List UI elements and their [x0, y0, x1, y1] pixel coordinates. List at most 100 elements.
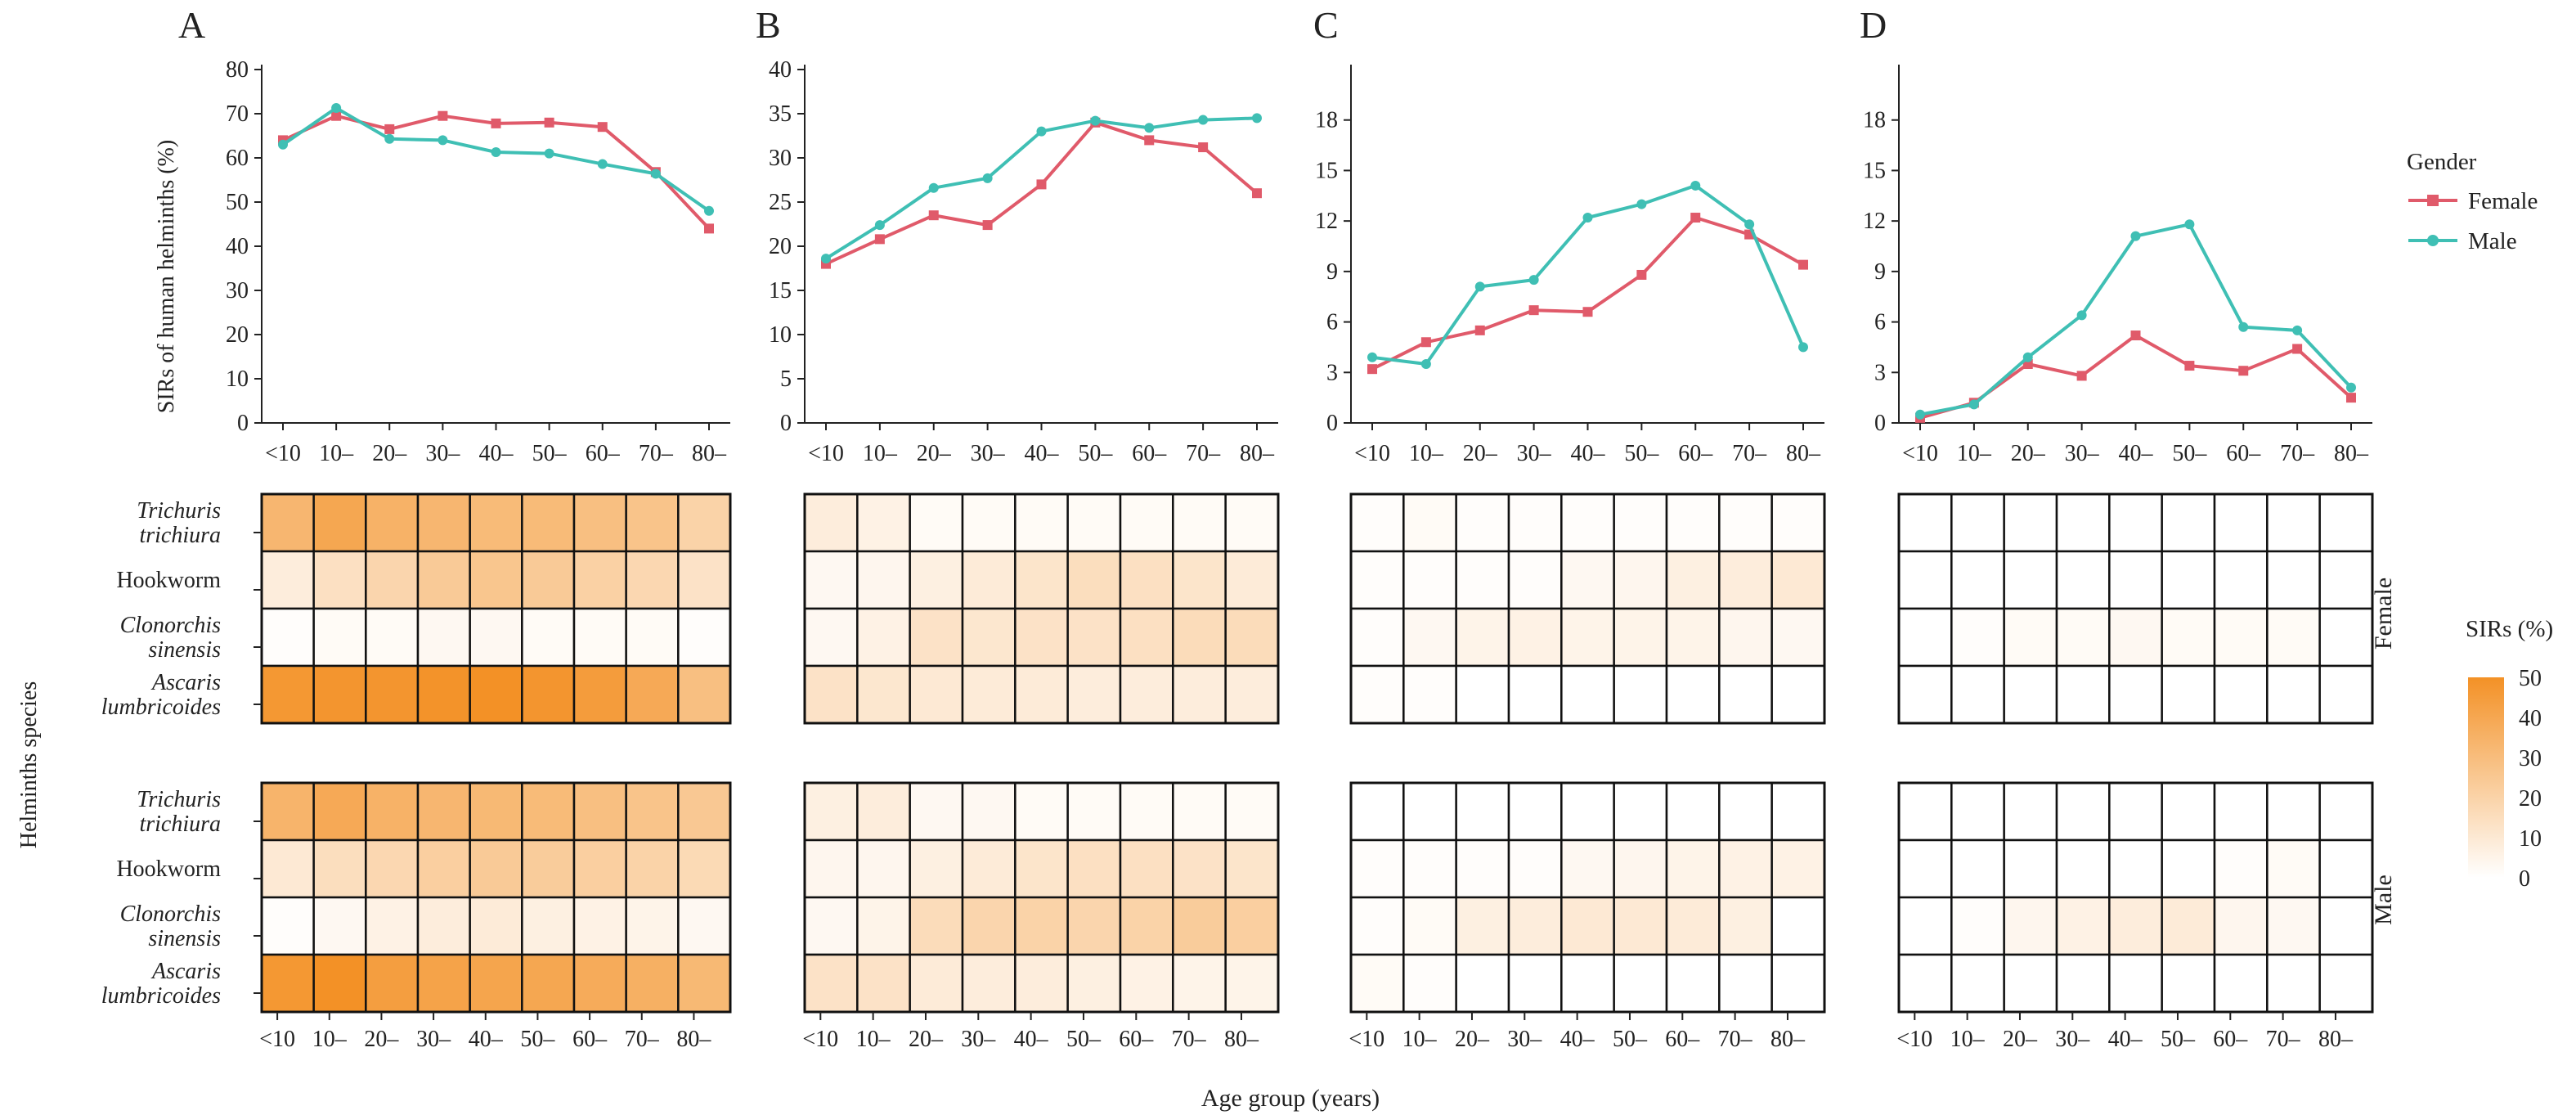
heat-cell-male-c	[1770, 953, 1826, 1014]
y-tick-label-b: 35	[769, 101, 792, 127]
heat-x-tick-label-c: 70–	[1718, 1027, 1753, 1052]
point-female-b	[1036, 179, 1047, 190]
point-female-c	[1582, 307, 1593, 317]
point-female-a	[544, 117, 554, 128]
y-tick-label-c: 15	[1315, 158, 1338, 183]
heat-x-tick-label-a: 40–	[469, 1027, 504, 1052]
species-label-female: sinensis	[148, 637, 221, 663]
heat-cell-female-b	[1224, 550, 1280, 610]
heat-cell-male-a	[365, 781, 420, 842]
heat-cell-female-b	[856, 607, 911, 668]
point-male-d	[2292, 325, 2303, 335]
heat-cell-female-c	[1665, 607, 1721, 668]
heat-x-tick-label-c: 40–	[1560, 1027, 1595, 1052]
heat-cell-female-b	[1172, 492, 1227, 553]
y-tick-label-d: 0	[1874, 411, 1886, 436]
heat-cell-male-c	[1560, 838, 1615, 899]
heat-cell-female-b	[1224, 664, 1280, 725]
x-tick-label-a: 60–	[586, 441, 621, 466]
heat-cell-female-b	[909, 664, 964, 725]
heat-cell-male-b	[1066, 896, 1122, 956]
heat-cell-female-b	[856, 664, 911, 725]
heat-cell-female-d	[2213, 664, 2269, 725]
species-label-male: Ascaris	[150, 959, 221, 984]
y-tick-label-d: 18	[1863, 108, 1886, 133]
x-tick-label-a: 40–	[479, 441, 514, 466]
heat-cell-female-b	[1224, 607, 1280, 668]
heat-cell-female-a	[416, 664, 471, 725]
heat-cell-male-b	[909, 953, 964, 1014]
heat-cell-male-d	[2266, 953, 2321, 1014]
y-tick-label-a: 40	[226, 234, 249, 259]
heat-cell-female-c	[1349, 550, 1405, 610]
heat-cell-male-d	[1897, 896, 1953, 956]
heat-cell-female-a	[572, 607, 627, 668]
heat-cell-male-a	[469, 896, 523, 956]
heat-cell-female-c	[1349, 492, 1405, 553]
heat-cell-male-a	[260, 781, 315, 842]
heat-cell-male-d	[2213, 838, 2269, 899]
heat-cell-female-a	[572, 550, 627, 610]
heat-cell-female-a	[312, 607, 367, 668]
heat-cell-male-c	[1455, 896, 1510, 956]
point-female-b	[874, 234, 885, 245]
heat-cell-female-c	[1402, 607, 1457, 668]
point-male-a	[331, 102, 342, 113]
figure-text: A B C D SIRs of human helminths (%) Helm…	[16, 4, 2553, 1112]
point-male-c	[1636, 199, 1647, 209]
heat-cell-female-a	[521, 550, 576, 610]
heat-frame-female-d	[1897, 492, 2374, 725]
heat-cell-male-a	[416, 953, 471, 1014]
heat-cell-female-a	[365, 492, 420, 553]
heat-cell-female-c	[1718, 550, 1773, 610]
heat-cell-female-c	[1455, 550, 1510, 610]
heat-cell-male-d	[2003, 781, 2058, 842]
heat-cell-female-d	[2266, 550, 2321, 610]
heat-cell-female-d	[2003, 664, 2058, 725]
x-tick-label-b: 60–	[1132, 441, 1167, 466]
heat-cell-female-a	[469, 664, 523, 725]
heat-cell-male-a	[312, 953, 367, 1014]
point-female-d	[2292, 344, 2303, 354]
heat-cell-male-c	[1613, 953, 1668, 1014]
heat-legend-tick-label: 50	[2519, 666, 2542, 691]
heat-cell-male-d	[1950, 953, 2005, 1014]
heat-cell-male-d	[2318, 781, 2374, 842]
x-tick-label-b: 30–	[971, 441, 1006, 466]
heat-cell-male-c	[1665, 896, 1721, 956]
heat-cell-female-c	[1507, 550, 1563, 610]
heat-cell-female-d	[2318, 492, 2374, 553]
heat-cell-female-c	[1770, 492, 1826, 553]
heat-cell-female-d	[2318, 550, 2374, 610]
heat-x-tick-label-a: 20–	[364, 1027, 399, 1052]
x-tick-label-d: 70–	[2280, 441, 2315, 466]
heat-cell-female-a	[312, 664, 367, 725]
heat-cell-female-d	[2266, 607, 2321, 668]
heat-cell-female-c	[1402, 492, 1457, 553]
heat-cell-male-d	[1897, 781, 1953, 842]
heat-cell-male-b	[803, 838, 859, 899]
heat-cell-female-a	[625, 550, 680, 610]
heat-cell-male-b	[1224, 838, 1280, 899]
heat-cell-female-b	[1119, 607, 1174, 668]
y-tick-label-b: 40	[769, 57, 792, 83]
heat-cell-male-a	[572, 896, 627, 956]
line-chart-b: 0 5 10 15 20 25 30 35 40 <10 10– 20– 30– 40– 50– 60– 70–…	[769, 57, 1278, 466]
species-label-female: Clonorchis	[120, 613, 222, 638]
heat-cell-male-d	[2108, 953, 2163, 1014]
y-tick-label-b: 0	[780, 411, 792, 436]
heat-cell-female-c	[1507, 492, 1563, 553]
facet-label-male: Male	[2370, 874, 2397, 925]
heat-cell-male-a	[469, 953, 523, 1014]
y-tick-label-b: 15	[769, 278, 792, 303]
point-male-b	[874, 220, 885, 231]
legend-male-label: Male	[2468, 228, 2517, 254]
heatmap-b: <10 10– 20– 30– 40– 50– 60– 70– 80–	[802, 492, 1280, 1052]
heat-x-tick-label-b: 30–	[961, 1027, 996, 1052]
heat-cell-female-d	[1897, 664, 1953, 725]
heat-cell-female-b	[856, 492, 911, 553]
y-tick-label-b: 10	[769, 322, 792, 348]
heat-cell-female-c	[1560, 550, 1615, 610]
heat-cell-female-a	[572, 492, 627, 553]
